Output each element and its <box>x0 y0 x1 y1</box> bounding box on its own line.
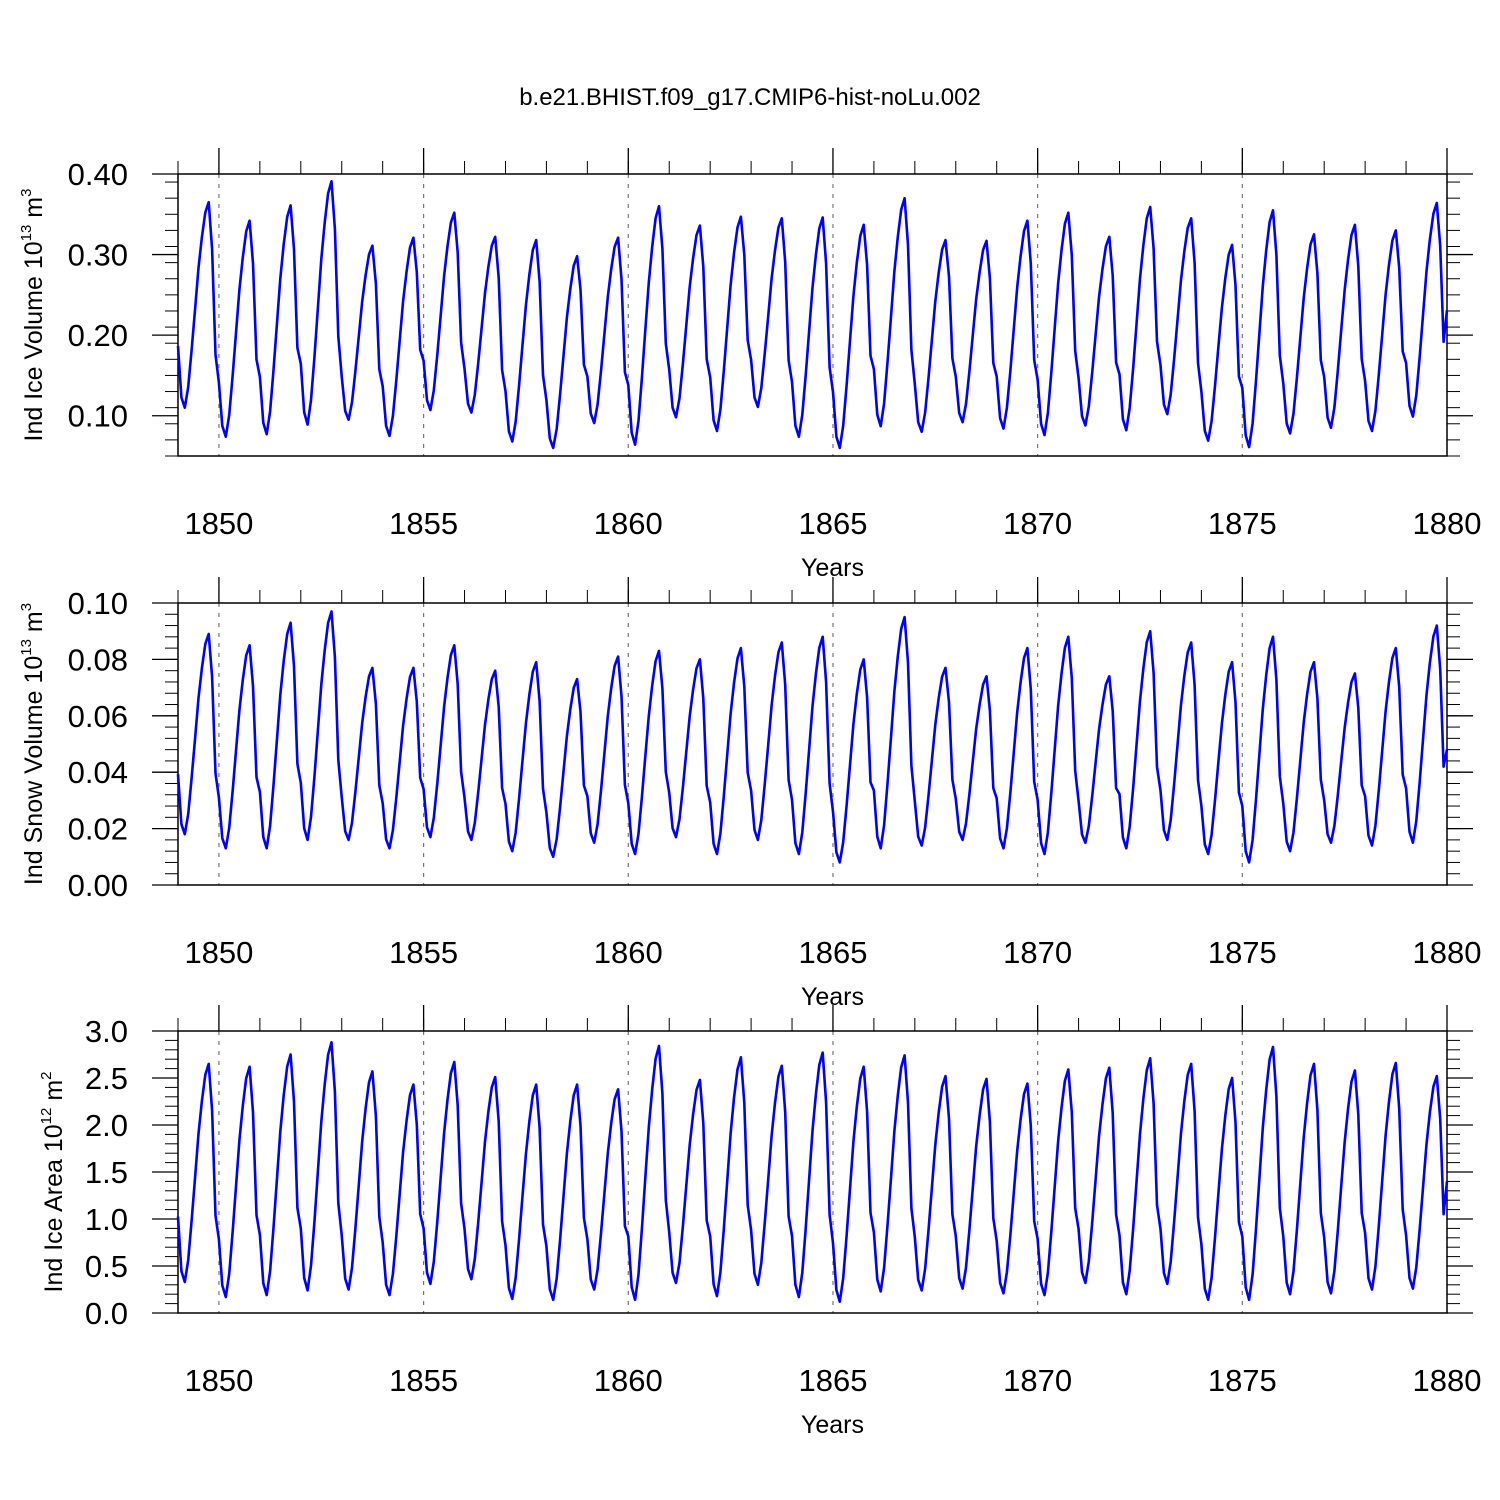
y-tick-label: 0.06 <box>68 699 128 734</box>
y-tick-label: 0.00 <box>68 868 128 903</box>
panel-snow-volume: 0.00 0.02 0.04 0.06 0.08 0.10 1850 1855 1860 1865… <box>18 577 1481 1011</box>
x-tick-label: 1865 <box>798 935 867 970</box>
y-axis-title: Ind Ice Volume 1013 m3 <box>18 189 48 442</box>
y-tick-label: 0.08 <box>68 642 128 677</box>
y-tick-label: 0.0 <box>85 1296 128 1331</box>
x-tick-label: 1850 <box>184 1363 253 1398</box>
plot-frame <box>177 1030 1448 1314</box>
x-tick-label: 1880 <box>1413 506 1482 541</box>
panel-ice-area: 0.0 0.5 1.0 1.5 2.0 2.5 3.0 1850 1855 1860 1865 187… <box>38 1005 1481 1439</box>
y-tick-label: 0.40 <box>68 157 128 192</box>
x-tick-label: 1880 <box>1413 935 1482 970</box>
y-tick-label: 0.02 <box>68 812 128 847</box>
panel-ice-volume: 0.10 0.20 0.30 0.40 1850 1855 1860 1865 1870 1875… <box>18 148 1481 582</box>
y-tick-label: 0.10 <box>68 399 128 434</box>
series-line <box>176 1041 1449 1303</box>
y-tick-label: 0.5 <box>85 1249 128 1284</box>
x-tick-label: 1855 <box>389 506 458 541</box>
y-tick-label: 2.0 <box>85 1108 128 1143</box>
series-line <box>176 180 1449 450</box>
x-tick-label: 1870 <box>1003 935 1072 970</box>
x-tick-label: 1870 <box>1003 506 1072 541</box>
x-tick-label: 1860 <box>594 1363 663 1398</box>
x-tick-label: 1870 <box>1003 1363 1072 1398</box>
x-tick-label: 1865 <box>798 1363 867 1398</box>
y-tick-label: 0.30 <box>68 238 128 273</box>
x-axis-title: Years <box>801 1411 864 1439</box>
x-tick-label: 1865 <box>798 506 867 541</box>
x-tick-label: 1875 <box>1208 1363 1277 1398</box>
y-tick-label: 1.5 <box>85 1155 128 1190</box>
x-tick-label: 1850 <box>184 935 253 970</box>
y-axis-title: Ind Snow Volume 1013 m3 <box>18 603 48 885</box>
x-tick-label: 1875 <box>1208 935 1277 970</box>
x-tick-label: 1855 <box>389 1363 458 1398</box>
y-axis-title: Ind Ice Area 1012 m2 <box>38 1072 68 1293</box>
series-line <box>176 610 1449 864</box>
x-tick-label: 1860 <box>594 506 663 541</box>
x-tick-label: 1875 <box>1208 506 1277 541</box>
y-tick-label: 0.04 <box>68 755 128 790</box>
x-tick-label: 1855 <box>389 935 458 970</box>
x-tick-label: 1850 <box>184 506 253 541</box>
y-tick-label: 1.0 <box>85 1202 128 1237</box>
x-tick-label: 1860 <box>594 935 663 970</box>
y-tick-label: 3.0 <box>85 1014 128 1049</box>
y-tick-label: 0.10 <box>68 586 128 621</box>
y-tick-label: 2.5 <box>85 1061 128 1096</box>
plot-frame <box>177 173 1448 457</box>
y-tick-label: 0.20 <box>68 318 128 353</box>
x-tick-label: 1880 <box>1413 1363 1482 1398</box>
plot-frame <box>177 602 1448 886</box>
page-title: b.e21.BHIST.f09_g17.CMIP6-hist-noLu.002 <box>519 84 981 111</box>
